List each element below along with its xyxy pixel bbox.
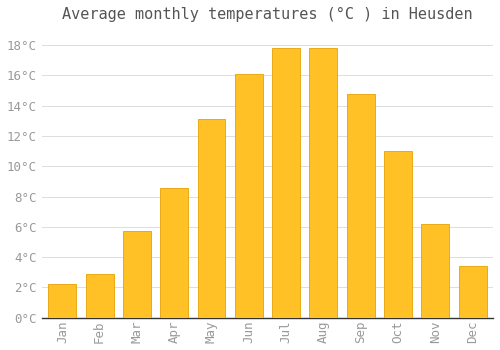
Bar [310, 48, 338, 318]
Bar [198, 119, 226, 318]
Bar [384, 151, 412, 318]
Bar [160, 188, 188, 318]
Bar [422, 224, 449, 318]
Title: Average monthly temperatures (°C ) in Heusden: Average monthly temperatures (°C ) in He… [62, 7, 472, 22]
Bar [235, 74, 263, 318]
Bar [458, 266, 486, 318]
Bar [48, 285, 76, 318]
Bar [123, 231, 151, 318]
Bar [346, 94, 374, 318]
Bar [272, 48, 300, 318]
Bar [86, 274, 114, 318]
